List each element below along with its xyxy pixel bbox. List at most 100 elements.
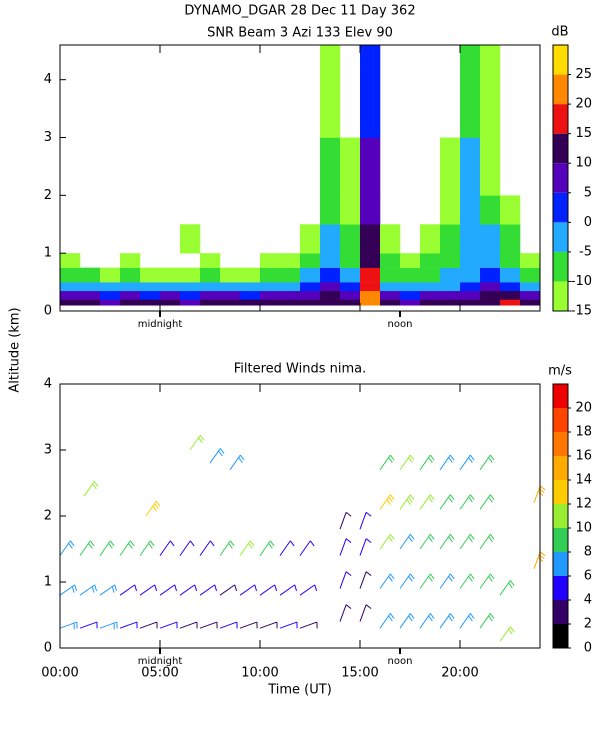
wind-barb (399, 613, 415, 629)
heat-cell (300, 267, 321, 283)
heat-cell (460, 282, 481, 292)
heat-cell (240, 282, 261, 292)
heat-cell (520, 282, 541, 292)
wind-barb (379, 533, 395, 550)
wind-barb (189, 434, 205, 451)
wind-barb (79, 540, 95, 556)
wind-barb (479, 533, 495, 550)
chart-title: DYNAMO_DGAR 28 Dec 11 Day 362 (184, 4, 415, 19)
heat-cell (460, 224, 481, 254)
wind-barb (339, 604, 352, 622)
heat-cell (80, 290, 101, 300)
heat-cell (360, 290, 381, 300)
y-tick-label: 3 (44, 443, 52, 458)
wind-barb (59, 621, 78, 630)
heat-cell (460, 137, 481, 196)
heat-cell (440, 267, 461, 283)
y-axis-label: Altitude (km) (8, 307, 23, 392)
colorbar-swatch (553, 456, 568, 480)
heat-cell (380, 224, 401, 254)
y-tick-label: 1 (44, 575, 52, 590)
wind-barb (459, 533, 475, 550)
wind-barb (119, 540, 135, 556)
heat-cell (120, 299, 141, 306)
colorbar-swatch (553, 222, 568, 252)
wind-barb (379, 454, 395, 471)
wind-barb (419, 454, 435, 471)
wind-barb (439, 454, 455, 471)
annotation: noon (388, 319, 413, 330)
wind-barb (159, 540, 175, 556)
colorbar-tick-label: 10 (575, 156, 592, 171)
heat-cell (140, 282, 161, 292)
heat-cell (420, 290, 441, 300)
colorbar-swatch (553, 576, 568, 600)
colorbar-tick-label: 5 (584, 185, 592, 200)
heat-cell (260, 253, 281, 268)
heat-cell (80, 267, 101, 283)
colorbar-tick-label: 12 (575, 497, 592, 512)
heat-cell (220, 290, 241, 300)
wind-barb (379, 494, 395, 510)
wind-barb (533, 551, 546, 569)
heat-cell (320, 267, 341, 283)
wind-barb (299, 540, 315, 556)
heat-cell (320, 45, 341, 138)
wind-barb (239, 621, 258, 629)
heat-cell (60, 267, 81, 283)
y-tick-label: 2 (44, 509, 52, 524)
wind-barb (533, 485, 546, 503)
wind-barb (499, 626, 515, 642)
heat-cell (340, 290, 361, 300)
wind-barb (299, 584, 318, 596)
heat-cell (360, 45, 381, 138)
colorbar-frame (552, 383, 569, 649)
colorbar-tick-label: 20 (575, 401, 592, 416)
heat-cell (260, 282, 281, 292)
heat-cell (440, 299, 461, 306)
heat-cell (120, 267, 141, 283)
heat-cell (520, 299, 541, 306)
colorbar-tick-label: 15 (575, 126, 592, 141)
wind-barb (139, 540, 155, 556)
heat-cell (220, 282, 241, 292)
wind-barb (479, 454, 495, 471)
heat-cell (480, 282, 501, 292)
heat-cell (280, 282, 301, 292)
colorbar-swatch (553, 133, 568, 164)
heat-cell (300, 299, 321, 306)
wind-barb (459, 613, 475, 629)
heat-cell (220, 267, 241, 283)
wind-barb (79, 584, 98, 596)
heat-cell (160, 299, 181, 306)
colorbar-swatch (553, 408, 568, 432)
heat-cell (160, 267, 181, 283)
heat-cell (380, 267, 401, 283)
wind-barb (59, 540, 75, 556)
wind-barb (159, 621, 178, 629)
heat-cell (440, 137, 461, 196)
wind-barb (119, 584, 138, 596)
wind-barb (419, 573, 435, 589)
colorbar-swatch (553, 104, 568, 134)
heat-cell (400, 290, 421, 300)
heat-cell (460, 253, 481, 268)
colorbar-swatch (553, 432, 568, 456)
y-tick-label: 0 (44, 641, 52, 656)
x-tick-label: 00:00 (41, 666, 78, 681)
wind-barb (145, 500, 161, 517)
heat-cell (460, 290, 481, 300)
heat-cell (320, 137, 341, 196)
heat-cell (500, 290, 521, 300)
heat-cell (380, 253, 401, 268)
heat-cell (440, 195, 461, 225)
heat-cell (100, 299, 121, 306)
heat-cell (340, 267, 361, 283)
heat-cell (360, 282, 381, 292)
heat-cell (180, 282, 201, 292)
heat-cell (420, 282, 441, 292)
heat-cell (240, 299, 261, 306)
wind-barb (209, 448, 225, 464)
heat-cell (220, 299, 241, 306)
